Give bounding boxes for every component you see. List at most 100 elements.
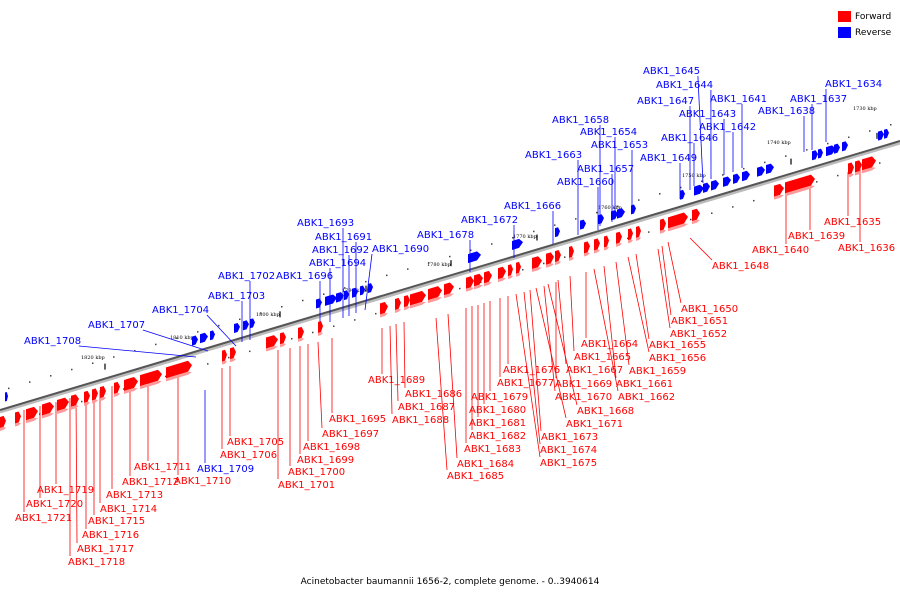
forward-gene-shadow [584,252,590,257]
gene-label: ABK1_1647 [637,96,694,107]
axis-dot [207,363,209,365]
forward-gene [862,156,876,171]
gene-connector [395,323,399,402]
gene-connector [627,256,650,353]
forward-gene-shadow [660,229,666,234]
forward-gene-shadow [26,417,38,424]
gene-label: ABK1_1721 [15,513,72,524]
gene-label: ABK1_1688 [392,415,449,426]
forward-gene-shadow [92,399,98,404]
forward-gene [569,246,574,258]
axis-dot [690,218,692,221]
gene-label: ABK1_1637 [790,94,847,105]
forward-gene-shadow [555,261,561,266]
axis-dot [344,287,346,289]
forward-gene [785,174,815,194]
reverse-gene [325,294,337,306]
forward-gene [71,394,79,407]
gene-label: ABK1_1698 [303,442,360,453]
forward-gene-shadow [380,312,388,318]
legend-forward-label: Forward [855,11,892,22]
forward-gene-shadow [57,408,69,414]
gene-label: ABK1_1640 [752,245,809,256]
axis-dot [323,293,325,295]
forward-gene-shadow [140,380,162,390]
tick-label: 1800 kbp [256,312,280,318]
axis-dot [50,375,52,377]
forward-gene [546,252,554,265]
gene-connector [317,341,323,429]
legend-forward: Forward [838,9,891,24]
forward-gene [532,256,542,269]
axis-dot [890,123,892,126]
gene-label: ABK1_1670 [555,392,612,403]
forward-gene-shadow [569,257,574,261]
axis-dot [333,325,335,327]
gene-label: ABK1_1664 [581,339,638,350]
axis-dot [134,349,136,352]
tick-label: 1770 kbp [513,234,537,240]
gene-connector [435,317,448,471]
reverse-gene [243,320,249,331]
reverse-gene [711,180,719,191]
gene-connector [689,237,713,261]
gene-label: ABK1_1634 [825,79,882,90]
gene-label: ABK1_1666 [504,201,561,212]
axis-dot [249,350,251,353]
reverse-gene [336,292,344,303]
gene-connector [593,268,619,392]
gene-label: ABK1_1708 [24,336,81,347]
forward-gene-shadow [428,297,442,304]
axis-dot [165,375,167,378]
gene-label: ABK1_1718 [68,557,125,568]
forward-gene-shadow [692,219,700,225]
forward-gene [380,301,388,315]
forward-gene-shadow [616,242,622,247]
genome-backbone-shadow [0,141,900,414]
gene-label: ABK1_1689 [368,375,425,386]
gene-label: ABK1_1675 [540,458,597,469]
forward-gene-shadow [628,239,633,244]
gene-label: ABK1_1650 [681,304,738,315]
axis-dot [302,299,304,302]
forward-gene-shadow [785,185,815,197]
gene-label: ABK1_1709 [197,464,254,475]
reverse-swatch [838,27,851,38]
forward-gene-shadow [404,306,410,311]
forward-gene [774,183,784,197]
reverse-gene [733,173,740,184]
axis-dot [785,155,787,157]
forward-gene-shadow [862,167,876,174]
forward-gene-shadow [114,392,120,397]
forward-gene [498,266,506,280]
gene-label: ABK1_1717 [77,544,134,555]
gene-connector [364,253,373,311]
gene-label: ABK1_1654 [580,127,637,138]
axis-dot [522,268,524,271]
gene-label: ABK1_1639 [788,231,845,242]
axis-dot [627,237,629,240]
forward-gene-shadow [71,405,79,410]
reverse-gene [368,283,373,294]
gene-label: ABK1_1712 [122,477,179,488]
gene-label: ABK1_1671 [566,419,623,430]
reverse-gene [512,238,523,250]
reverse-gene [680,189,685,200]
gene-connector [603,265,617,379]
gene-connector [657,248,671,329]
forward-gene-shadow [848,173,854,178]
reverse-gene [617,208,625,219]
gene-label: ABK1_1705 [227,437,284,448]
axis-dot [701,180,703,182]
axis-dot [806,149,808,151]
gene-connector [142,329,209,352]
forward-gene [57,397,69,411]
gene-label: ABK1_1710 [174,476,231,487]
axis-dot [113,356,115,358]
gene-label: ABK1_1681 [469,418,526,429]
axis-dot [8,387,10,390]
reverse-gene [826,145,836,157]
gene-label: ABK1_1700 [288,467,345,478]
gene-label: ABK1_1720 [26,499,83,510]
axis-dot [386,274,388,277]
